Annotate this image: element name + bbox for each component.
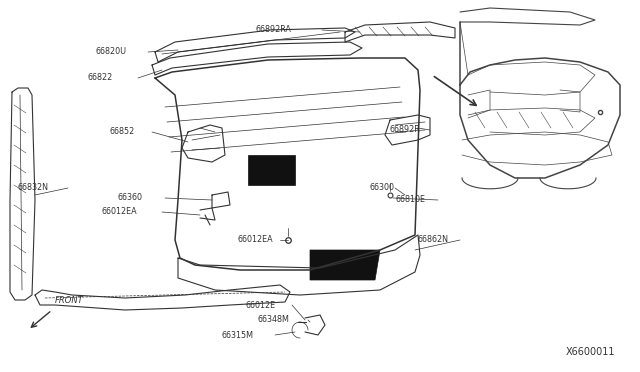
Text: 66892RA: 66892RA — [255, 26, 291, 35]
Text: 66822: 66822 — [88, 74, 113, 83]
Text: 66360: 66360 — [118, 193, 143, 202]
Text: 66810E: 66810E — [395, 196, 425, 205]
Polygon shape — [248, 155, 295, 185]
Text: FRONT: FRONT — [55, 296, 84, 305]
Text: 66892R: 66892R — [390, 125, 420, 135]
Text: 66012E: 66012E — [245, 301, 275, 310]
Text: 66348M: 66348M — [258, 315, 290, 324]
Text: 66012EA: 66012EA — [102, 208, 138, 217]
Polygon shape — [310, 250, 380, 280]
Text: 66012EA: 66012EA — [238, 235, 274, 244]
Text: 66820U: 66820U — [95, 48, 126, 57]
Text: 66300: 66300 — [370, 183, 395, 192]
Text: 66862N: 66862N — [418, 235, 449, 244]
Text: 66832N: 66832N — [18, 183, 49, 192]
Text: 66315M: 66315M — [222, 330, 254, 340]
Text: X6600011: X6600011 — [566, 347, 615, 357]
Text: 66852: 66852 — [110, 128, 135, 137]
